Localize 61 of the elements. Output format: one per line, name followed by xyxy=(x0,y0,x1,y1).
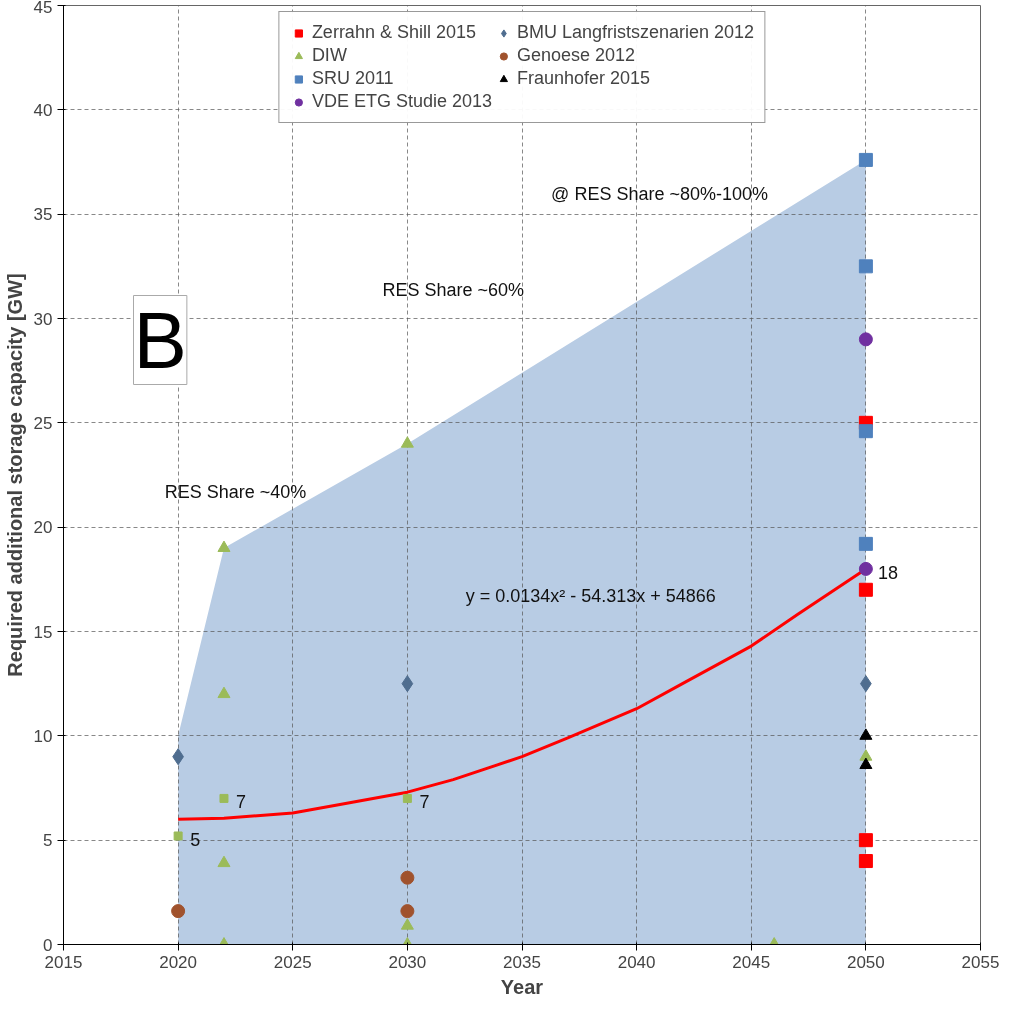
data-label: 7 xyxy=(235,792,246,813)
data-label: 5 xyxy=(190,829,201,850)
annotation: RES Share ~60% xyxy=(382,279,525,300)
legend-label: DIW xyxy=(311,45,347,66)
y-tick-label: 20 xyxy=(33,518,53,538)
point xyxy=(858,152,873,167)
x-tick-label: 2055 xyxy=(961,952,1000,972)
point xyxy=(400,918,414,930)
y-tick-label: 45 xyxy=(33,0,53,17)
x-tick-label: 2025 xyxy=(273,952,312,972)
point xyxy=(173,831,183,841)
legend-label: VDE ETG Studie 2013 xyxy=(311,91,492,112)
point xyxy=(858,561,873,576)
legend-label: Zerrahn & Shill 2015 xyxy=(311,22,476,43)
point xyxy=(400,904,415,919)
x-tick-label: 2045 xyxy=(732,952,771,972)
point xyxy=(858,536,873,551)
point xyxy=(400,436,414,448)
x-tick-label: 2015 xyxy=(44,952,83,972)
point xyxy=(217,686,231,699)
y-tick-label: 40 xyxy=(33,100,53,120)
y-tick-label: 35 xyxy=(33,205,53,225)
y-axis-title: Required additional storage capacity [GW] xyxy=(3,273,26,677)
point xyxy=(859,757,873,770)
x-axis-title: Year xyxy=(500,975,544,998)
point xyxy=(859,728,873,740)
data-label: 7 xyxy=(419,792,430,813)
point xyxy=(402,793,412,803)
y-tick-label: 5 xyxy=(43,831,53,851)
point xyxy=(858,854,873,869)
x-tick-label: 2040 xyxy=(617,952,656,972)
annotation: @ RES Share ~80%-100% xyxy=(551,183,768,204)
y-tick-label: 15 xyxy=(33,622,53,642)
point xyxy=(217,855,231,868)
point xyxy=(858,259,873,274)
annotation: B xyxy=(133,295,187,385)
legend-label: Genoese 2012 xyxy=(516,45,636,66)
point xyxy=(171,904,186,919)
x-tick-label: 2020 xyxy=(159,952,198,972)
legend-label: Fraunhofer 2015 xyxy=(516,68,651,89)
y-tick-label: 30 xyxy=(33,309,53,329)
x-tick-label: 2035 xyxy=(503,952,541,972)
y-tick-label: 0 xyxy=(43,935,53,955)
annotation: y = 0.0134x² - 54.313x + 54866 xyxy=(465,586,716,607)
point xyxy=(400,870,415,885)
point xyxy=(858,424,873,439)
legend-label: BMU Langfristszenarien 2012 xyxy=(516,22,755,43)
point xyxy=(858,332,873,347)
point xyxy=(858,833,873,848)
point xyxy=(217,540,231,552)
y-tick-label: 25 xyxy=(33,413,53,433)
point xyxy=(858,582,873,597)
x-tick-label: 2030 xyxy=(388,952,427,972)
point xyxy=(219,793,229,803)
point xyxy=(401,675,414,693)
point xyxy=(859,749,873,761)
y-tick-label: 10 xyxy=(33,726,53,746)
x-tick-label: 2050 xyxy=(846,952,885,972)
annotation: RES Share ~40% xyxy=(164,482,307,503)
legend-label: SRU 2011 xyxy=(311,68,394,89)
data-label: 18 xyxy=(877,562,898,583)
